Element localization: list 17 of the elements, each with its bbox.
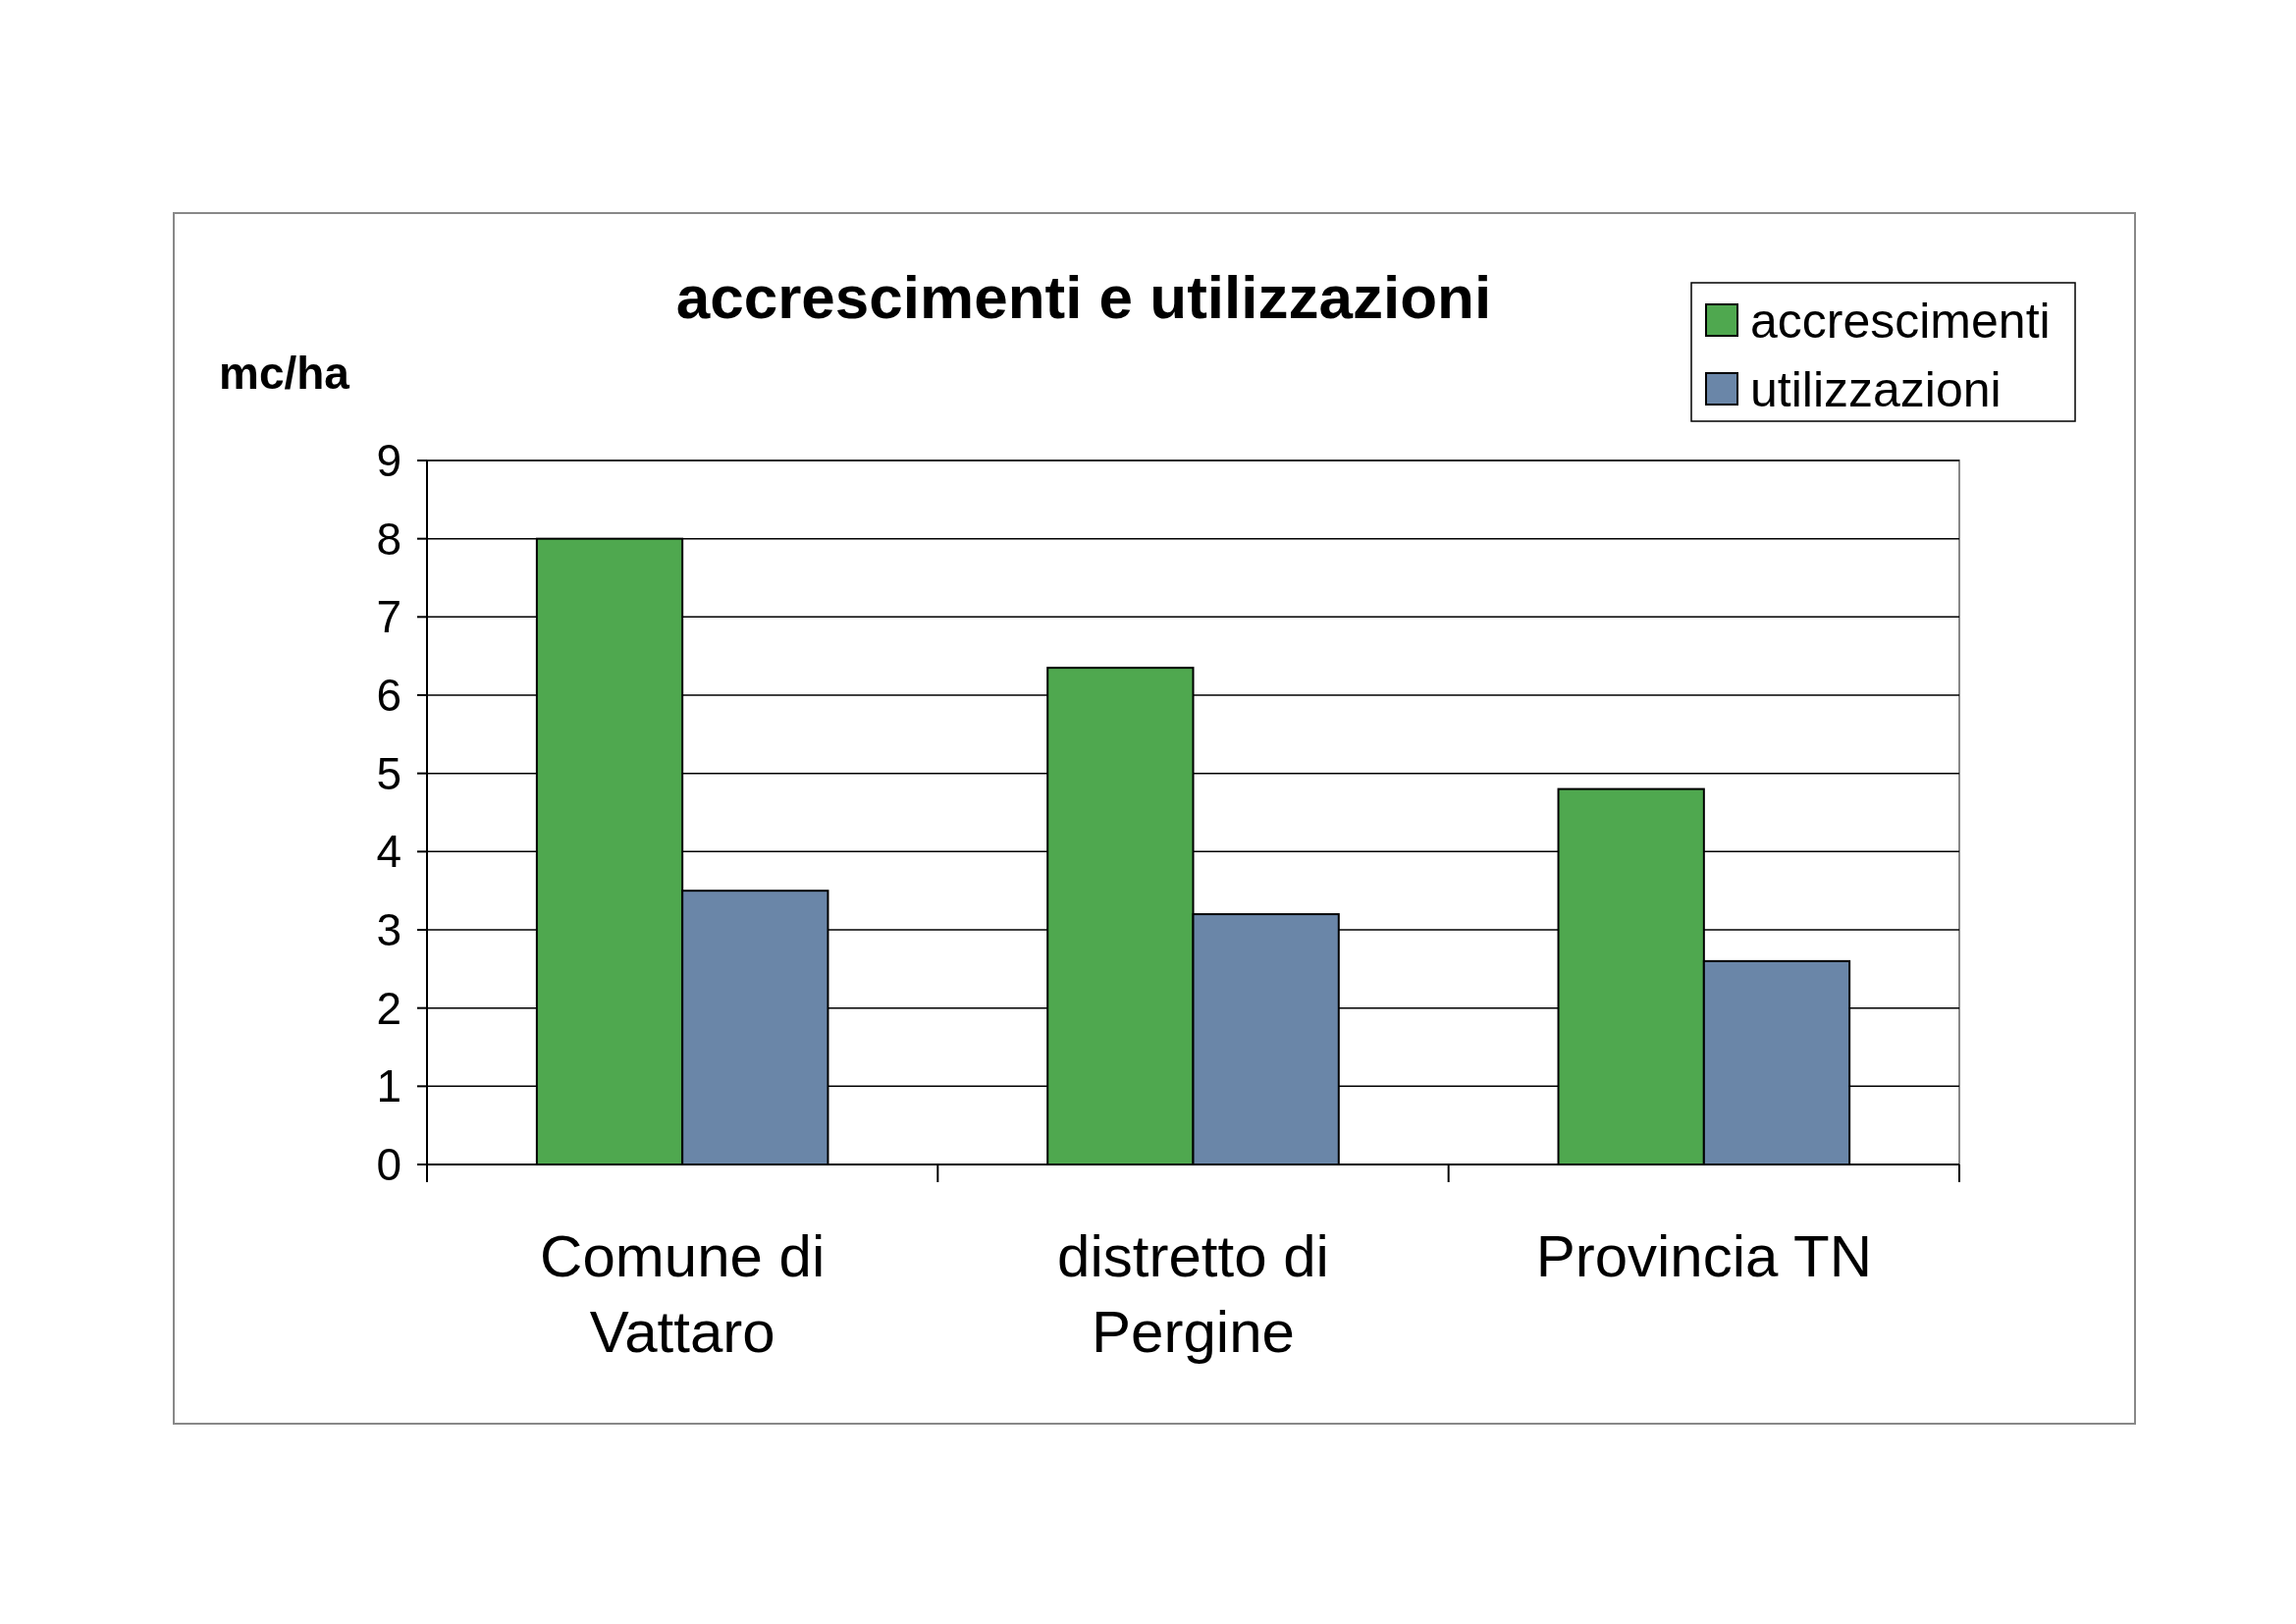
legend-label: utilizzazioni [1750,361,2002,417]
y-tick-label: 2 [376,982,401,1034]
chart-title: accrescimenti e utilizzazioni [675,263,1492,331]
y-axis-title: mc/ha [219,348,350,399]
y-tick-label: 9 [376,435,401,487]
x-tick-label: distretto di Pergine [1057,1223,1329,1365]
y-tick-label: 3 [376,904,401,956]
x-tick-label: Provincia TN [1535,1223,1873,1289]
y-tick-label: 5 [376,747,401,799]
y-tick-label: 1 [376,1060,401,1112]
y-tick-label: 4 [376,826,401,878]
y-tick-label: 8 [376,513,401,565]
y-tick-label: 6 [376,670,401,722]
y-tick-label: 0 [376,1139,401,1191]
legend-label: accrescimenti [1750,293,2051,349]
y-tick-label: 7 [376,591,401,643]
x-tick-label: Comune di Vattaro [540,1223,826,1365]
